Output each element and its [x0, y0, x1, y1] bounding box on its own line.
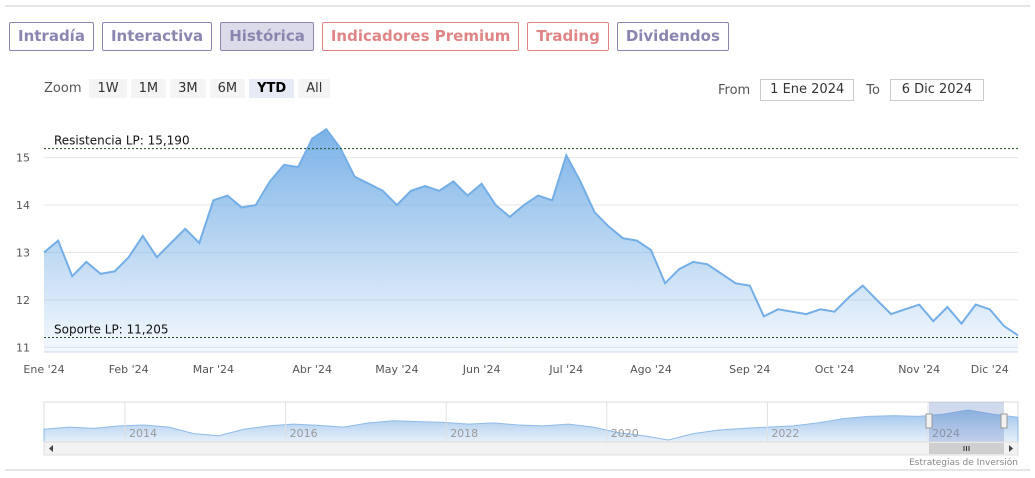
annotation-label: Soporte LP: 11,205 — [54, 323, 169, 337]
navigator-year: 2014 — [129, 427, 157, 440]
navigator-year: 2022 — [771, 427, 799, 440]
zoom-button[interactable]: 6M — [209, 79, 246, 98]
tab[interactable]: Intradía — [9, 22, 94, 51]
tab[interactable]: Dividendos — [616, 22, 729, 51]
date-range: From 1 Ene 2024 To 6 Dic 2024 — [718, 79, 996, 101]
zoom-bar: Zoom 1W 1M 3M 6M YTD All — [44, 79, 331, 98]
scroll-right[interactable] — [1009, 445, 1013, 452]
x-tick-label: Feb '24 — [109, 363, 149, 376]
zoom-button[interactable]: 1M — [130, 79, 167, 98]
y-tick-label: 15 — [16, 152, 30, 165]
credit: Estrategias de Inversión — [909, 457, 1018, 468]
from-input[interactable]: 1 Ene 2024 — [760, 79, 855, 101]
tab[interactable]: Interactiva — [101, 22, 213, 51]
zoom-button[interactable]: 3M — [170, 79, 206, 98]
x-tick-label: Ene '24 — [23, 363, 64, 376]
scroll-grip — [963, 446, 970, 451]
x-tick-label: Dic '24 — [971, 363, 1009, 376]
scroll-left[interactable] — [49, 445, 53, 452]
navigator-handle[interactable] — [925, 413, 933, 429]
navigator-year: 2020 — [611, 427, 639, 440]
x-tick-label: May '24 — [375, 363, 418, 376]
x-tick-label: Jun '24 — [462, 363, 501, 376]
y-tick-label: 14 — [16, 199, 30, 212]
x-tick-label: Jul '24 — [548, 363, 583, 376]
navigator-selection — [929, 402, 1004, 442]
x-tick-label: Ago '24 — [630, 363, 672, 376]
navigator-year: 2024 — [932, 427, 960, 440]
navigator-year: 2018 — [450, 427, 478, 440]
tab-bar: Intradía Interactiva Histórica Indicadores … — [9, 22, 729, 51]
tab[interactable]: Indicadores Premium — [321, 22, 520, 51]
navigator-handle[interactable] — [1000, 413, 1008, 429]
scrollbar[interactable] — [43, 441, 1019, 456]
zoom-button[interactable]: All — [298, 79, 331, 98]
y-tick-label: 12 — [16, 294, 30, 307]
x-tick-label: Abr '24 — [292, 363, 332, 376]
zoom-button[interactable]: 1W — [89, 79, 127, 98]
zoom-label: Zoom — [44, 81, 82, 96]
x-tick-label: Oct '24 — [815, 363, 855, 376]
annotation-label: Resistencia LP: 15,190 — [54, 134, 190, 148]
y-tick-label: 13 — [16, 246, 30, 259]
navigator-year: 2016 — [290, 427, 318, 440]
area-fill — [44, 129, 1018, 352]
to-label: To — [866, 82, 880, 98]
navigator-area — [43, 409, 1019, 443]
tab[interactable]: Trading — [527, 22, 609, 51]
x-tick-label: Mar '24 — [193, 363, 234, 376]
zoom-button[interactable]: YTD — [249, 79, 295, 98]
tab[interactable]: Histórica — [220, 22, 314, 51]
x-tick-label: Sep '24 — [729, 363, 770, 376]
x-tick-label: Nov '24 — [898, 363, 940, 376]
from-label: From — [718, 82, 751, 98]
price-line — [43, 127, 1019, 337]
y-tick-label: 11 — [16, 341, 30, 354]
to-input[interactable]: 6 Dic 2024 — [889, 79, 984, 101]
